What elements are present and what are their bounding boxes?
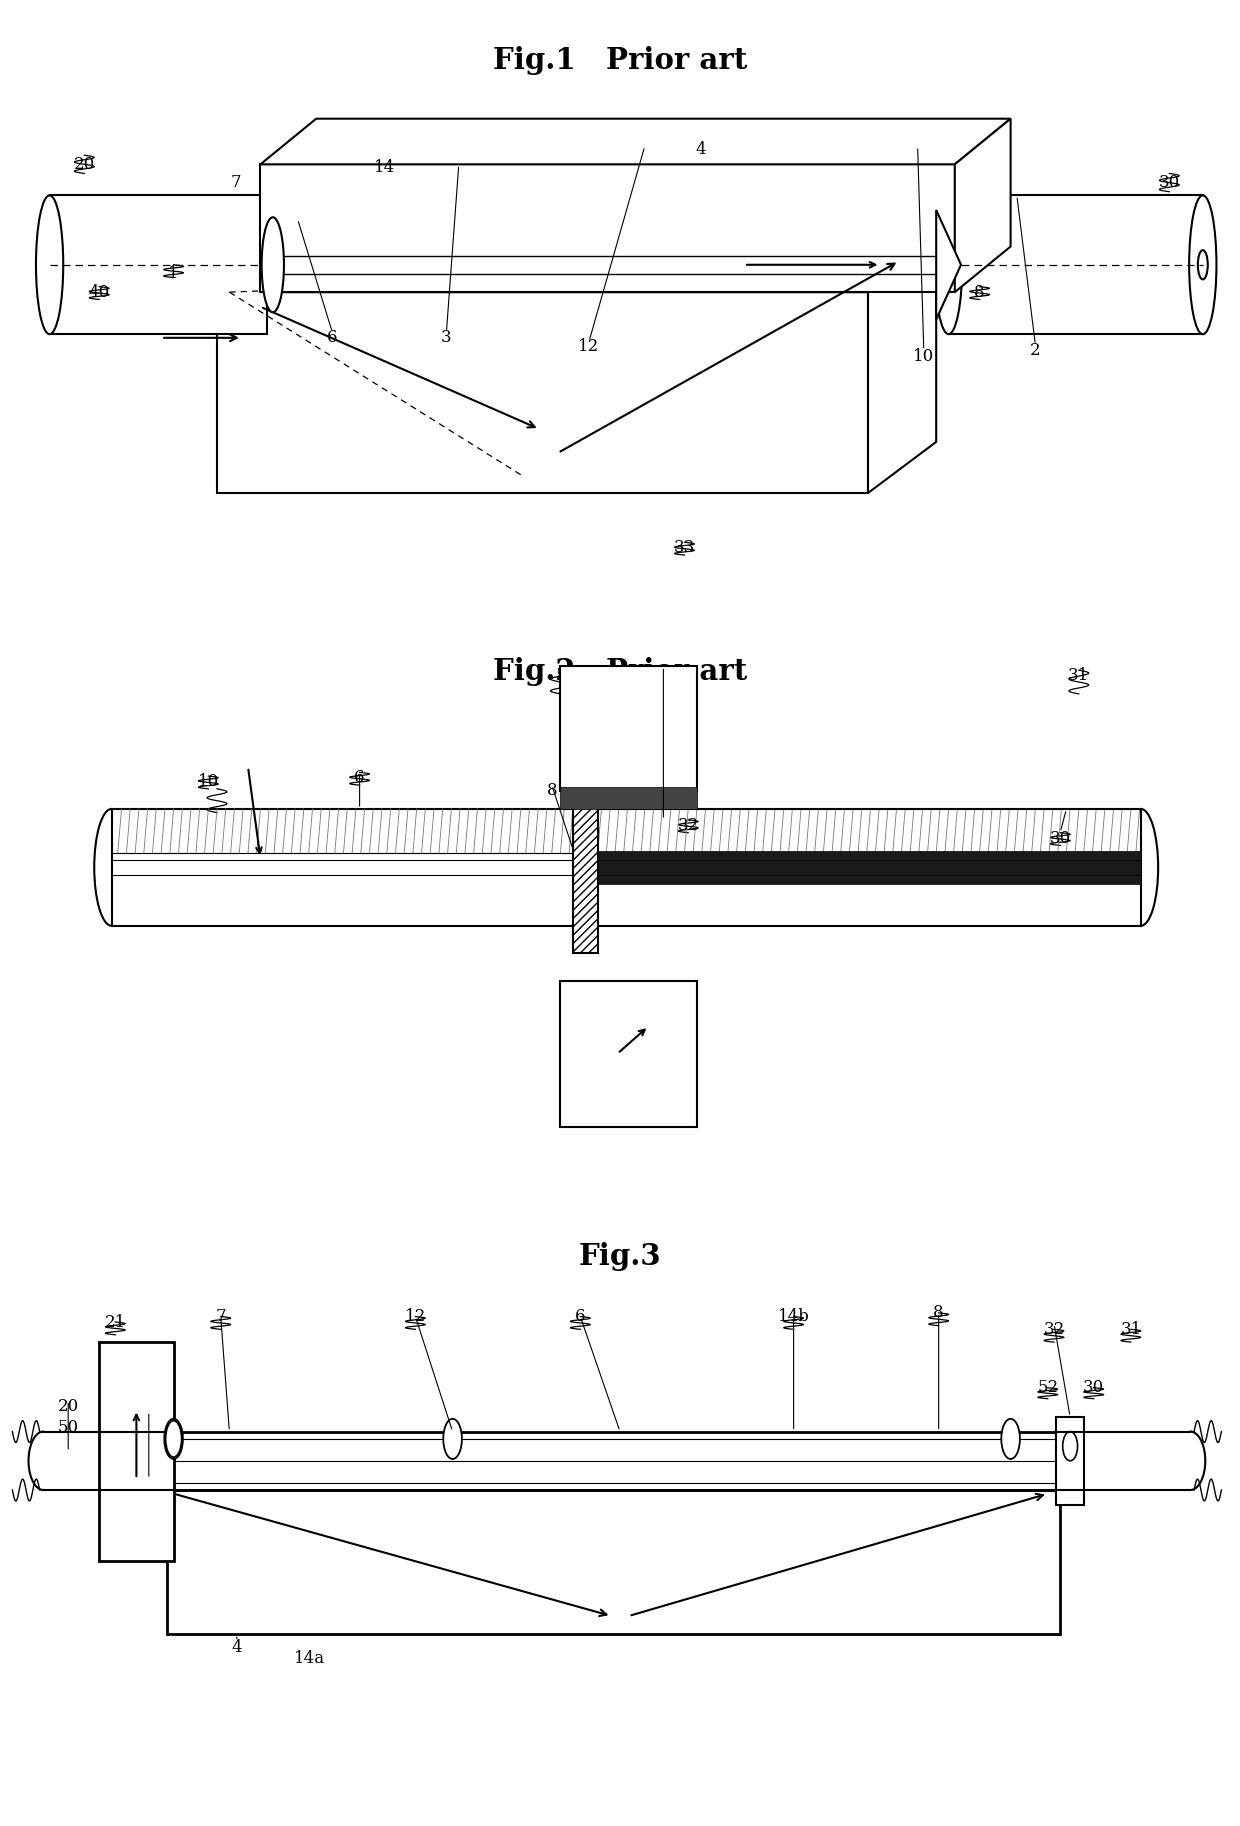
Bar: [560, 787, 697, 809]
Text: 20: 20: [73, 155, 95, 173]
Text: 10: 10: [913, 347, 935, 365]
Text: 32: 32: [677, 816, 699, 834]
Polygon shape: [868, 241, 936, 493]
Bar: [50, 195, 267, 334]
Bar: [949, 195, 1203, 334]
Ellipse shape: [164, 1419, 184, 1459]
Ellipse shape: [166, 1421, 182, 1457]
Ellipse shape: [1198, 250, 1208, 279]
Ellipse shape: [935, 195, 962, 334]
Text: 12: 12: [404, 1307, 427, 1326]
Text: 22: 22: [123, 1382, 145, 1401]
Text: 20: 20: [57, 1397, 79, 1415]
Text: 4: 4: [232, 1638, 242, 1656]
Polygon shape: [217, 241, 936, 292]
Text: 1: 1: [169, 265, 179, 283]
Text: Fig.2   Prior art: Fig.2 Prior art: [492, 657, 748, 687]
Text: 7: 7: [216, 1307, 226, 1326]
Bar: [573, 791, 598, 953]
Text: 30: 30: [1049, 829, 1071, 847]
Ellipse shape: [36, 195, 63, 334]
Bar: [1056, 1417, 1084, 1505]
Text: 21: 21: [104, 1313, 126, 1331]
Bar: [260, 164, 955, 292]
Text: 52: 52: [1037, 1379, 1059, 1397]
Text: 32: 32: [1043, 1320, 1065, 1338]
Ellipse shape: [1063, 1432, 1078, 1461]
Ellipse shape: [262, 217, 284, 312]
Bar: [560, 981, 697, 1127]
Text: 6: 6: [575, 1307, 585, 1326]
Text: 8: 8: [975, 283, 985, 301]
Text: 10: 10: [138, 1408, 160, 1426]
Text: 16: 16: [934, 250, 956, 268]
Text: 14a: 14a: [294, 1649, 326, 1667]
Text: 12: 12: [578, 338, 600, 356]
Text: 40: 40: [88, 283, 110, 301]
Text: 31: 31: [1120, 1320, 1142, 1338]
Bar: [598, 851, 1141, 884]
Text: 30: 30: [1083, 1379, 1105, 1397]
Text: 6: 6: [355, 769, 365, 787]
Text: 30: 30: [1158, 173, 1180, 192]
Text: 6: 6: [327, 329, 337, 347]
Text: Fig.3: Fig.3: [579, 1242, 661, 1271]
Text: 7: 7: [231, 173, 241, 192]
Text: 33: 33: [673, 539, 696, 557]
Bar: [217, 292, 868, 493]
Text: 50: 50: [57, 1419, 79, 1437]
Text: 4: 4: [696, 141, 706, 159]
Text: 3: 3: [441, 329, 451, 347]
Text: 31: 31: [1068, 666, 1090, 685]
Bar: [167, 1490, 1060, 1634]
Text: Fig.1   Prior art: Fig.1 Prior art: [492, 46, 748, 75]
Text: 2: 2: [1030, 341, 1040, 360]
Polygon shape: [936, 210, 961, 320]
Text: 14: 14: [373, 159, 396, 177]
Polygon shape: [260, 119, 1011, 164]
Ellipse shape: [444, 1419, 461, 1459]
Text: 8: 8: [547, 782, 557, 800]
Ellipse shape: [1189, 195, 1216, 334]
Text: 8: 8: [934, 1304, 944, 1322]
Text: 10: 10: [197, 772, 219, 791]
Bar: [99, 1342, 174, 1561]
Ellipse shape: [1002, 1419, 1019, 1459]
Bar: [560, 666, 697, 791]
Text: 5: 5: [556, 666, 565, 685]
Polygon shape: [955, 119, 1011, 292]
Text: 14b: 14b: [777, 1307, 810, 1326]
